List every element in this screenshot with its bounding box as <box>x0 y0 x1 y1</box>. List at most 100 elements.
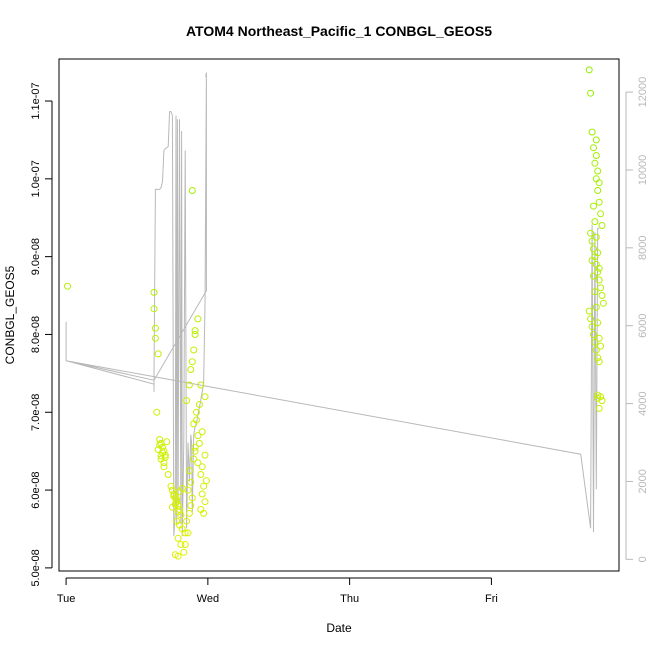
data-point <box>156 441 164 449</box>
data-point <box>188 358 196 366</box>
data-point <box>200 509 208 517</box>
data-point <box>585 307 593 315</box>
altitude-series-line <box>65 72 600 537</box>
data-point <box>156 436 164 443</box>
data-point <box>595 358 603 366</box>
y-tick-label: 6.0e-08 <box>30 471 42 508</box>
data-point <box>183 517 191 525</box>
data-point <box>150 288 158 296</box>
data-point <box>594 167 602 175</box>
altitude-line-layer <box>65 72 600 537</box>
data-point <box>587 89 595 97</box>
data-point <box>197 471 205 478</box>
data-point <box>184 529 192 537</box>
data-point <box>163 438 171 446</box>
data-point <box>597 210 605 218</box>
data-point <box>598 222 606 229</box>
data-point <box>185 381 193 389</box>
data-point <box>590 272 597 280</box>
data-point <box>587 315 595 323</box>
x-tick-label: Wed <box>197 593 219 605</box>
data-point <box>594 391 602 399</box>
y-tick-label: 5.0e-08 <box>30 549 42 586</box>
data-point <box>195 439 203 447</box>
y-axis-label: CONBGL_GEOS5 <box>3 265 17 364</box>
y2-tick-label: 8000 <box>637 236 649 260</box>
data-point <box>585 66 593 74</box>
data-point <box>591 218 599 226</box>
data-point <box>170 490 178 498</box>
data-point <box>187 478 195 486</box>
data-point <box>154 446 162 454</box>
data-point <box>150 305 158 313</box>
data-point <box>590 245 597 253</box>
data-point <box>592 152 600 159</box>
x-tick-label: Fri <box>485 593 498 605</box>
data-points-layer <box>64 66 607 560</box>
data-point <box>201 498 209 506</box>
data-point <box>588 128 596 136</box>
data-point <box>164 471 172 478</box>
data-point <box>151 324 159 332</box>
data-point <box>594 268 602 276</box>
data-point <box>180 548 188 556</box>
data-point <box>200 482 208 490</box>
y2-tick-label: 4000 <box>637 391 649 415</box>
y-axis-right: 0 2000 4000 6000 8000 10000 12000 <box>625 77 649 562</box>
data-point <box>64 282 71 290</box>
data-point <box>191 447 199 455</box>
y2-tick-label: 12000 <box>637 77 649 108</box>
data-point <box>595 198 603 206</box>
data-point <box>590 144 597 152</box>
data-point <box>174 534 182 542</box>
data-point <box>588 323 596 331</box>
data-point <box>597 284 605 292</box>
data-point <box>191 331 199 338</box>
data-point <box>198 428 206 436</box>
data-point <box>188 187 196 194</box>
data-point <box>183 397 191 405</box>
y2-tick-label: 2000 <box>637 469 649 493</box>
data-point <box>197 381 205 389</box>
data-point <box>201 393 209 401</box>
y-tick-label: 8.0e-08 <box>30 316 42 353</box>
y-tick-label: 9.0e-08 <box>30 238 42 275</box>
y2-tick-label: 10000 <box>637 155 649 186</box>
data-point <box>181 529 189 537</box>
data-point <box>590 202 597 210</box>
chart-title: ATOM4 Northeast_Pacific_1 CONBGL_GEOS5 <box>186 23 492 39</box>
data-point <box>595 179 603 187</box>
data-point <box>193 416 200 424</box>
data-point <box>588 237 596 245</box>
data-point <box>191 443 199 451</box>
data-point <box>595 276 603 284</box>
data-point <box>587 229 595 237</box>
data-point <box>187 502 195 510</box>
data-point <box>161 453 169 461</box>
data-point <box>195 401 203 408</box>
data-point <box>592 303 600 311</box>
data-point <box>594 354 602 362</box>
data-point <box>181 541 189 548</box>
data-point <box>190 455 198 463</box>
x-tick-label: Thu <box>340 593 359 605</box>
data-point <box>167 482 175 490</box>
data-point <box>591 288 599 296</box>
data-point <box>599 299 607 307</box>
data-point <box>592 136 600 144</box>
data-point <box>191 327 199 335</box>
data-point <box>160 463 168 471</box>
y-tick-label: 1.0e-07 <box>30 160 42 197</box>
data-point <box>185 509 193 517</box>
data-point <box>590 331 597 338</box>
data-point <box>598 292 606 299</box>
data-point <box>595 264 603 272</box>
data-point <box>591 159 599 167</box>
data-point <box>153 408 161 416</box>
data-point <box>171 500 179 508</box>
data-point <box>194 315 202 323</box>
data-point <box>173 495 181 503</box>
data-point <box>594 249 602 257</box>
